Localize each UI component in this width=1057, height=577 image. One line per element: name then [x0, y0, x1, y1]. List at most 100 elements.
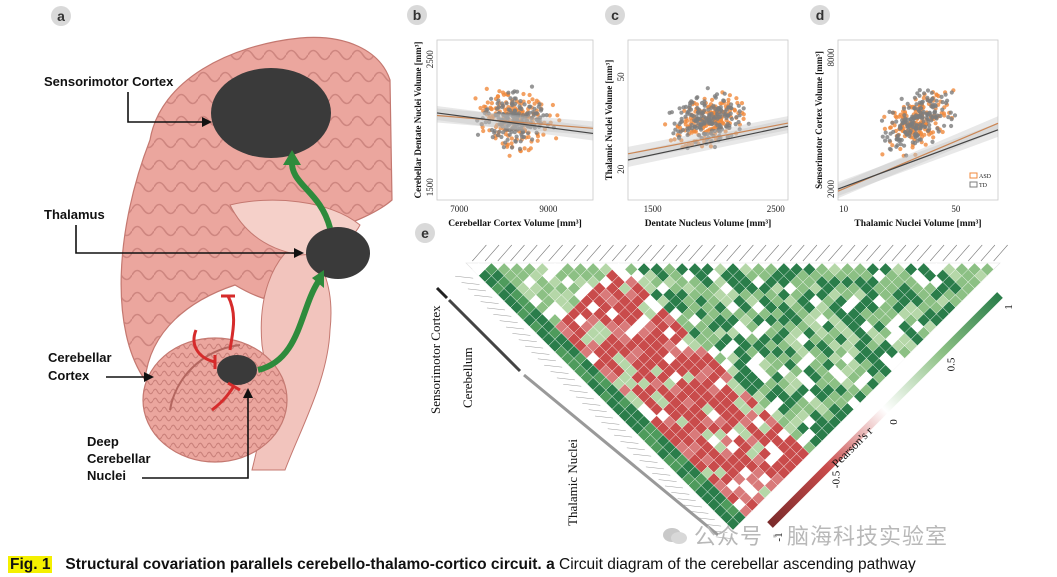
data-point: [671, 131, 676, 136]
data-point: [948, 110, 953, 115]
region-label-mark: [658, 479, 677, 482]
wechat-icon: [663, 528, 687, 544]
data-point: [536, 104, 541, 109]
panel-a-badge: [51, 6, 71, 26]
region-label-mark: [942, 244, 958, 262]
region-label-mark: [917, 244, 932, 262]
node-thalamus: [306, 227, 370, 279]
region-label-mark: [828, 244, 843, 262]
heatmap-cell: [980, 262, 994, 276]
panel-b-letter: b: [413, 7, 422, 23]
data-point: [885, 135, 890, 140]
data-point: [678, 120, 683, 125]
region-label-mark: [764, 244, 780, 262]
data-point: [921, 119, 926, 124]
data-point: [489, 127, 495, 133]
region-label-mark: [518, 339, 537, 342]
data-point: [921, 95, 926, 101]
data-point: [710, 97, 715, 102]
region-label-mark: [789, 244, 805, 262]
data-point: [898, 142, 903, 147]
data-point: [663, 122, 668, 127]
data-point: [489, 107, 494, 112]
data-point: [509, 110, 514, 115]
data-point: [541, 132, 546, 137]
data-point: [940, 129, 945, 135]
data-point: [513, 96, 518, 101]
data-point: [952, 113, 958, 118]
data-point: [695, 110, 701, 115]
data-point: [913, 152, 918, 157]
data-point: [930, 105, 936, 110]
data-point: [522, 146, 527, 151]
data-point: [521, 117, 526, 122]
region-label-mark: [599, 244, 614, 262]
data-point: [736, 103, 741, 108]
data-point: [528, 104, 533, 109]
data-point: [557, 118, 562, 123]
data-point: [711, 116, 717, 121]
region-label-mark: [650, 244, 665, 262]
data-point: [722, 91, 727, 96]
points-c: [663, 86, 751, 151]
data-point: [694, 102, 700, 107]
data-point: [495, 101, 500, 106]
region-label-mark: [967, 244, 983, 262]
data-point: [489, 96, 494, 101]
label-dcn-line1: Deep: [87, 434, 119, 449]
data-point: [746, 121, 751, 126]
region-label-mark: [652, 473, 671, 476]
data-point: [715, 123, 720, 128]
data-point: [910, 125, 916, 130]
bracket-thalamic: [523, 373, 719, 537]
region-label-mark: [586, 244, 602, 262]
data-point: [721, 98, 726, 103]
data-point: [949, 123, 954, 129]
data-point: [887, 109, 892, 114]
data-point: [882, 126, 888, 131]
data-point: [534, 111, 540, 116]
node-deep-cerebellar-nuclei: [217, 355, 257, 385]
caption-panel-a: a: [546, 556, 555, 573]
pointer-thalamus: [75, 225, 300, 254]
panel-a-letter: a: [57, 8, 65, 24]
data-point: [507, 153, 512, 158]
region-label-mark: [614, 434, 633, 438]
data-point: [902, 143, 907, 148]
region-label-mark: [480, 301, 499, 304]
data-point: [712, 144, 718, 150]
data-point: [705, 117, 710, 122]
data-point: [894, 119, 899, 124]
data-point: [694, 96, 699, 101]
data-point: [484, 86, 489, 91]
fit-line: [436, 114, 594, 129]
data-point: [888, 125, 893, 130]
region-label-mark: [575, 396, 594, 400]
data-point: [530, 137, 535, 142]
data-point: [525, 131, 531, 136]
legend-entry: ASD: [979, 174, 992, 180]
data-point: [914, 102, 919, 107]
region-label-mark: [595, 415, 614, 419]
region-label-mark: [633, 453, 652, 457]
data-point: [516, 113, 521, 118]
region-label-mark: [493, 314, 512, 317]
region-label-mark: [726, 244, 741, 262]
data-point: [514, 134, 519, 139]
data-point: [727, 123, 732, 128]
data-point: [718, 107, 724, 112]
data-point: [904, 132, 909, 137]
data-point: [930, 130, 936, 135]
region-label-mark: [777, 244, 792, 262]
data-point: [927, 126, 932, 131]
data-point: [896, 136, 901, 141]
data-point: [541, 113, 546, 118]
data-point: [504, 115, 509, 121]
data-point: [929, 90, 934, 95]
data-point: [946, 115, 951, 120]
figure-caption: Fig. 1 Structural covariation parallels …: [8, 553, 1053, 577]
data-point: [512, 89, 517, 94]
data-point: [927, 123, 932, 128]
data-point: [523, 114, 528, 119]
data-point: [512, 130, 517, 135]
